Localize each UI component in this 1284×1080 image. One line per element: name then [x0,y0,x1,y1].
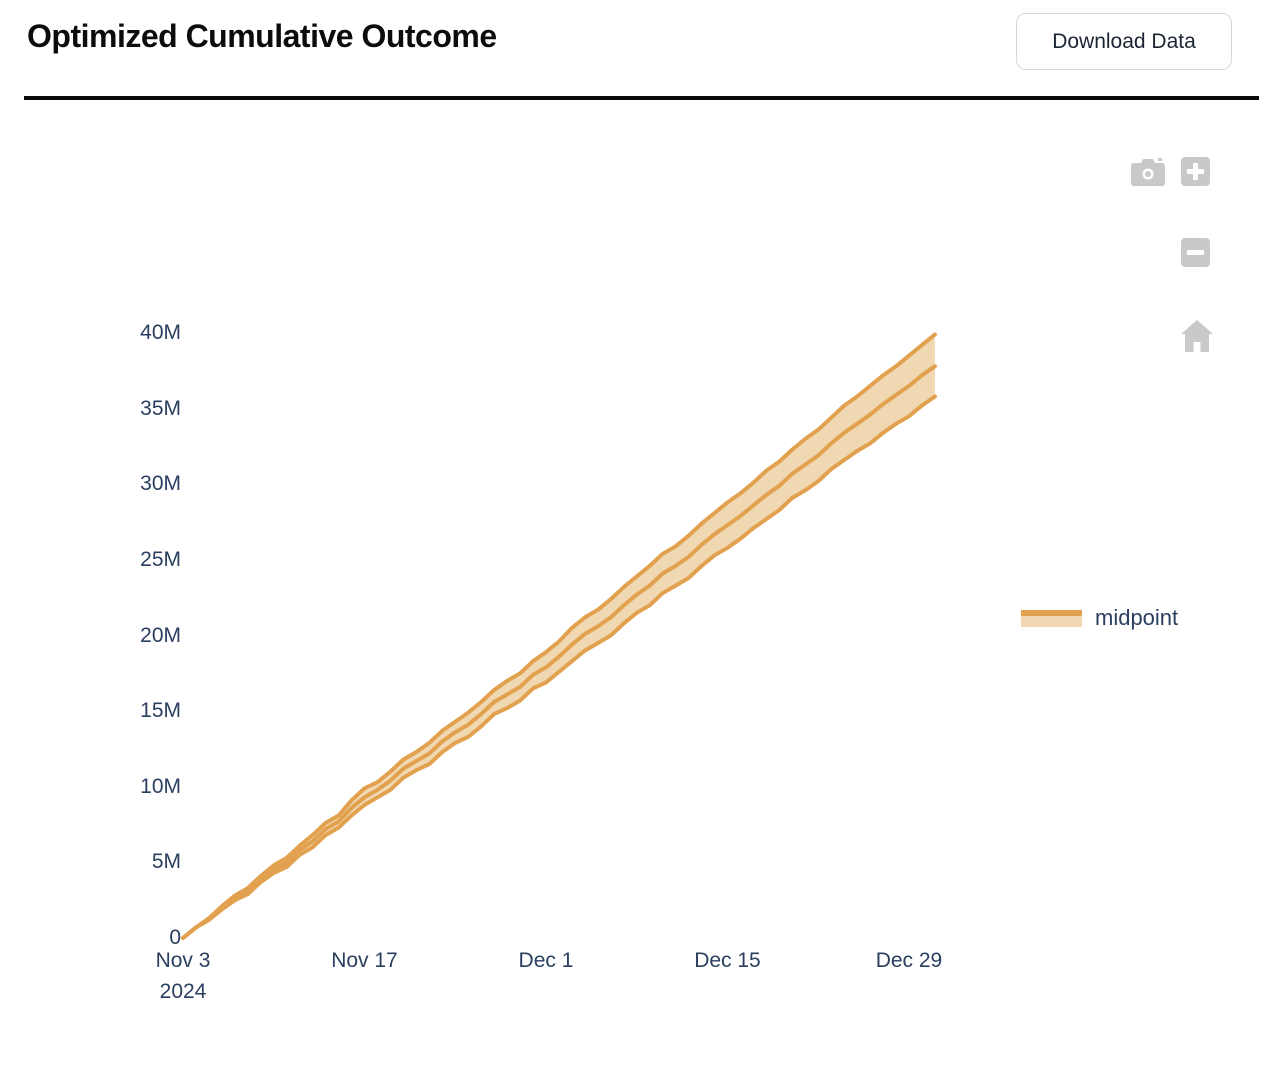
download-data-button[interactable]: Download Data [1016,13,1232,70]
legend-label: midpoint [1095,605,1179,630]
upper-bound-line [181,332,937,940]
zoom-in-icon[interactable] [1181,157,1210,186]
x-tick-label: Dec 1 [518,949,574,972]
y-tick-label: 5M [151,850,181,874]
x-tick-label: Dec 29 [875,949,943,972]
y-tick-label: 10M [140,774,181,798]
page-title: Optimized Cumulative Outcome [27,18,497,54]
y-tick-label: 0 [169,926,181,949]
y-tick-label: 20M [140,623,181,647]
home-icon[interactable] [1180,318,1214,359]
y-tick-label: 15M [140,699,181,723]
y-tick-label: 30M [140,472,181,496]
zoom-out-icon[interactable] [1181,238,1210,267]
y-tick-label: 35M [140,396,181,420]
midpoint-line [181,364,937,940]
header-divider [24,96,1259,100]
x-tick-sublabel: 2024 [159,980,207,1003]
legend-swatch-line [1021,609,1082,616]
x-tick-label: Nov 3 2024 [113,945,253,1007]
y-tick-label: 25M [140,547,181,571]
camera-icon[interactable] [1131,157,1165,192]
y-tick-label: 40M [140,321,181,344]
legend-swatch [1021,609,1082,627]
lower-bound-line [181,394,937,940]
legend-item-midpoint[interactable]: midpoint [1021,605,1178,631]
x-tick-label: Dec 15 [694,949,761,972]
x-tick-label: Nov 17 [331,949,398,972]
